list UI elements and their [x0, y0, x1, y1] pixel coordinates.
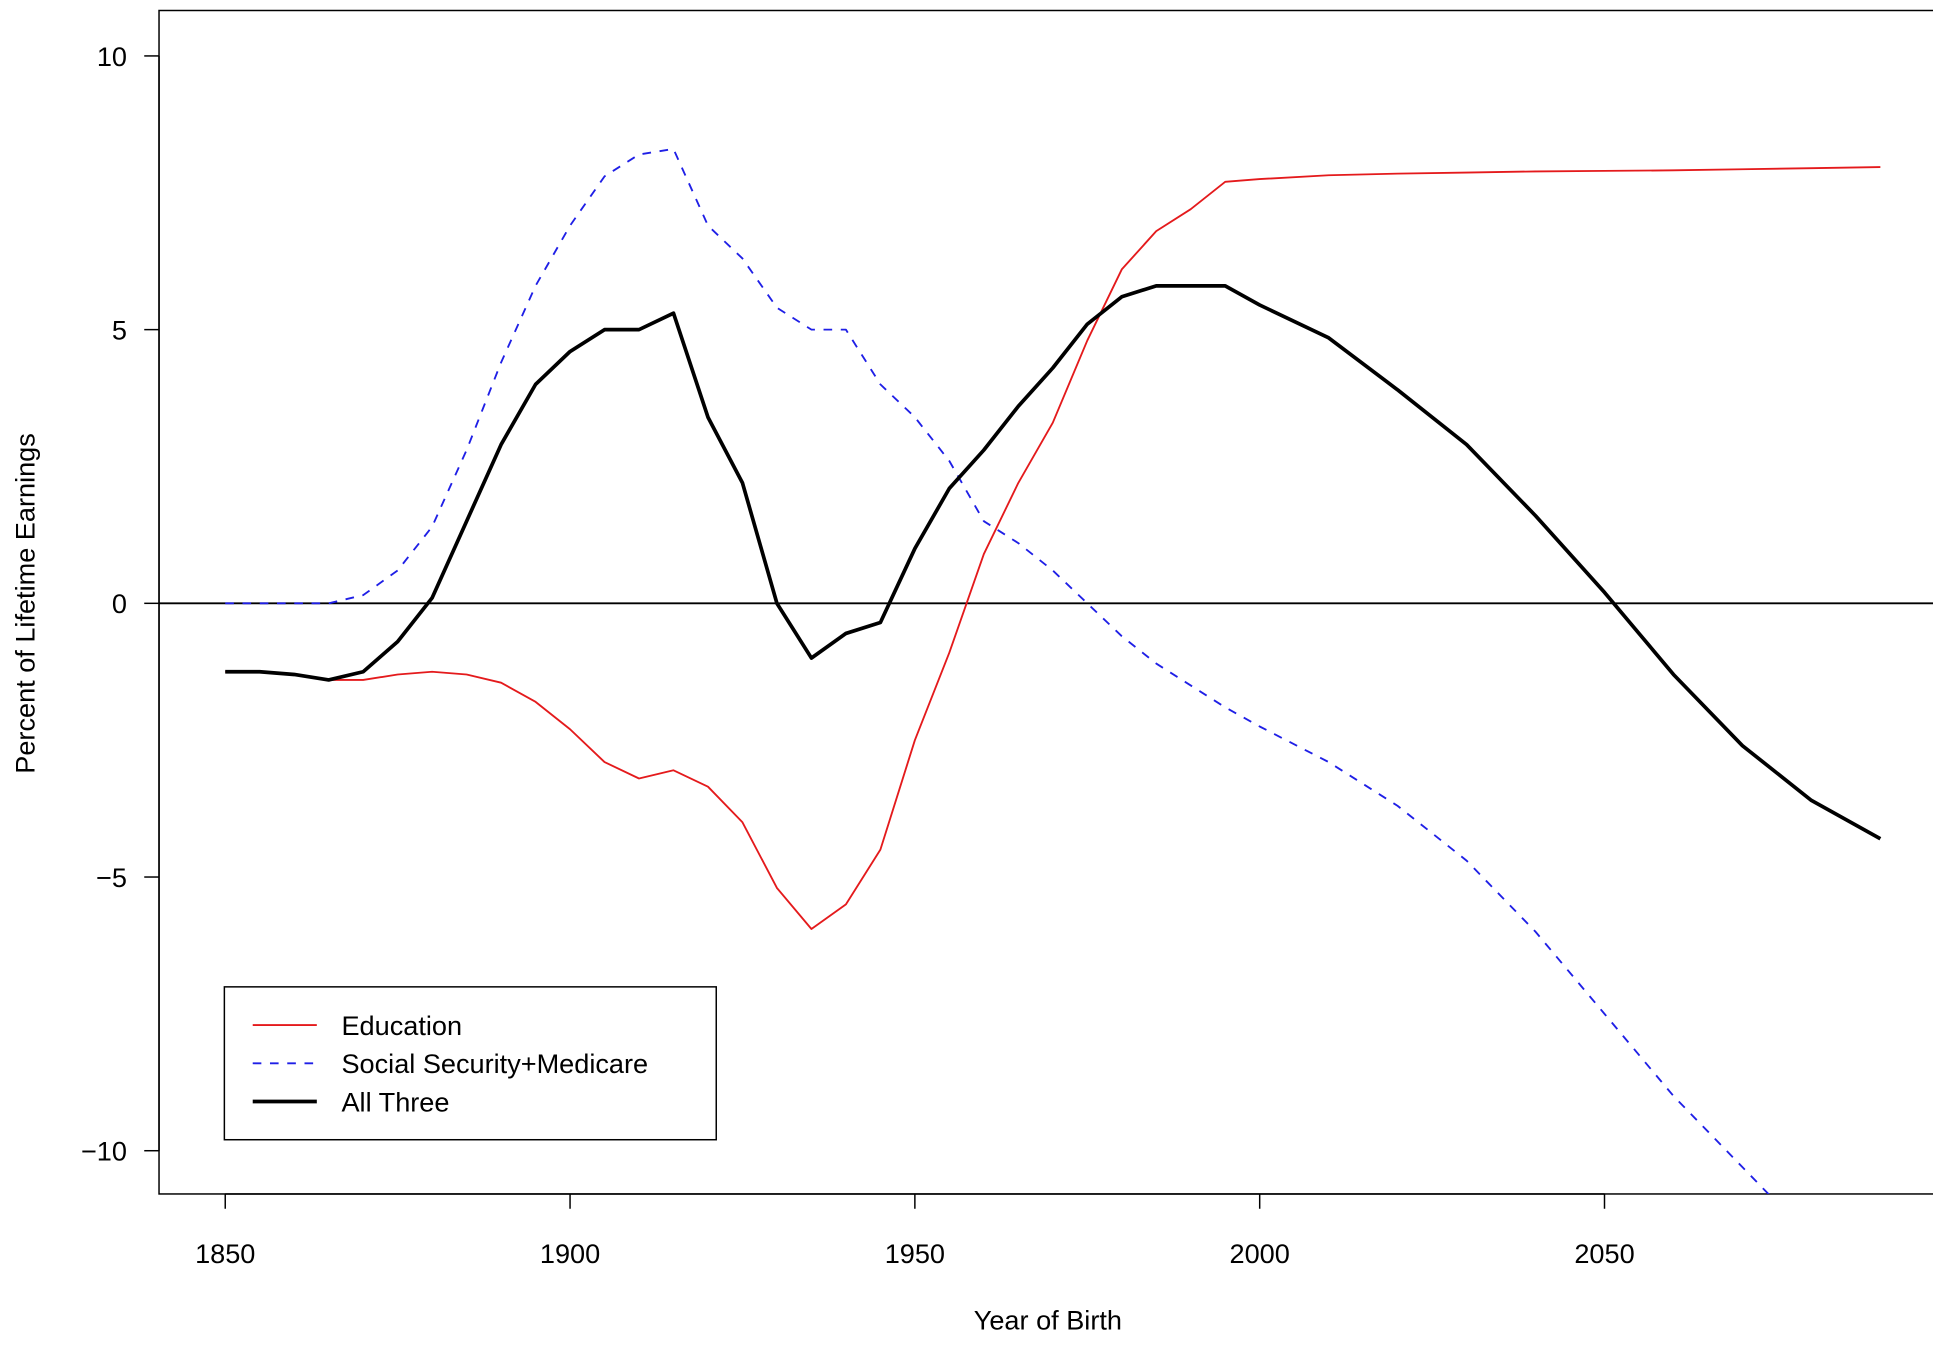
y-axis-label: Percent of Lifetime Earnings	[10, 433, 41, 774]
x-tick-label: 2000	[1230, 1238, 1290, 1269]
legend-label: Social Security+Medicare	[341, 1048, 648, 1079]
series-line	[225, 283, 1882, 841]
y-tick-label: 0	[112, 588, 127, 619]
legend: Education Social Security+Medicare All Thr…	[223, 986, 717, 1141]
x-axis-label: Year of Birth	[974, 1305, 1122, 1336]
x-tick-label: 1850	[195, 1238, 255, 1269]
y-tick-label: −5	[96, 862, 127, 893]
legend-label: Education	[341, 1010, 462, 1041]
plot-area	[225, 148, 1882, 1194]
series-line	[225, 166, 1881, 930]
x-tick-label: 2050	[1574, 1238, 1634, 1269]
x-tick-label: 1900	[540, 1238, 600, 1269]
y-tick-label: 10	[97, 41, 127, 72]
y-tick-label: 5	[112, 314, 127, 345]
y-tick-label: −10	[81, 1136, 127, 1167]
series-line	[225, 148, 1770, 1194]
x-tick-label: 1950	[885, 1238, 945, 1269]
legend-label: All Three	[341, 1086, 449, 1117]
